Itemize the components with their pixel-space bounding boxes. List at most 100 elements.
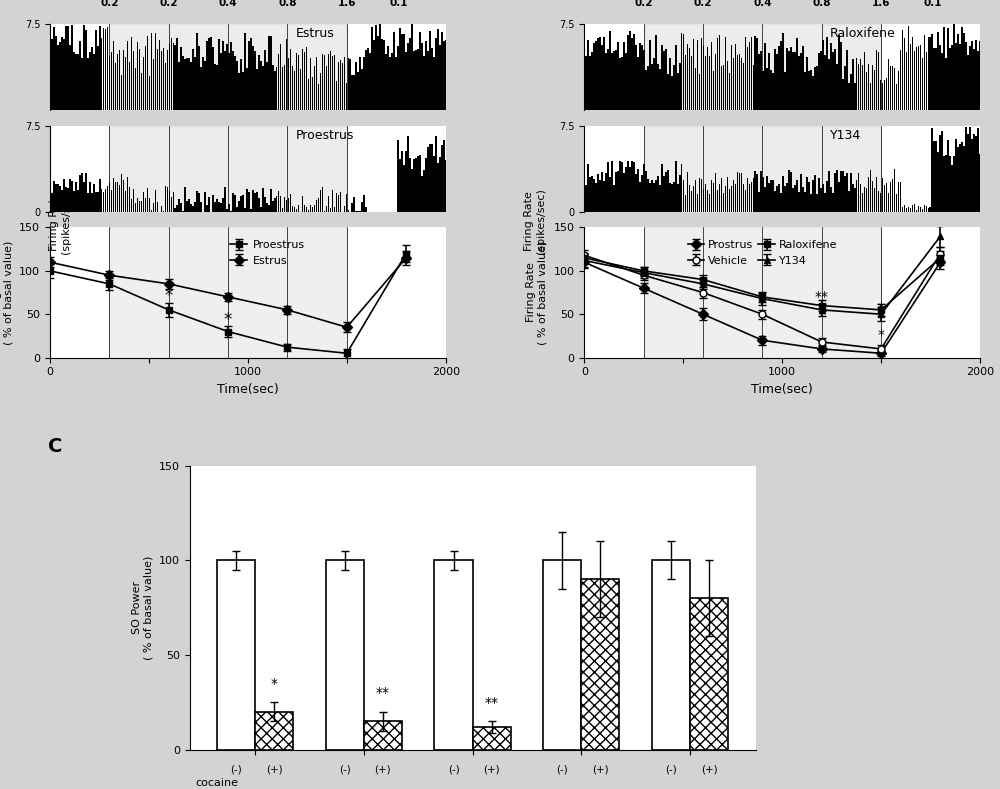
Bar [758, 54, 760, 110]
Bar [975, 136, 977, 212]
Text: *: * [224, 311, 232, 329]
Bar [375, 24, 377, 110]
Bar [290, 194, 291, 212]
Bar [760, 171, 762, 212]
Text: (+): (+) [374, 765, 391, 775]
Bar [234, 195, 236, 212]
Bar [762, 178, 764, 212]
Bar [792, 52, 794, 110]
Bar [401, 151, 403, 212]
Bar [320, 190, 321, 212]
Bar [652, 560, 690, 750]
Bar [121, 174, 122, 212]
Bar [407, 43, 409, 110]
Bar [768, 53, 770, 110]
Bar [332, 56, 333, 110]
Bar [764, 43, 766, 110]
Bar [272, 201, 274, 212]
Bar [300, 69, 301, 110]
Bar [264, 50, 266, 110]
Bar [361, 202, 363, 212]
Bar [232, 51, 234, 110]
Bar [99, 26, 101, 110]
Bar [399, 159, 401, 212]
Bar [820, 189, 822, 212]
Bar [593, 179, 595, 212]
Bar [814, 175, 816, 212]
Bar [623, 173, 625, 212]
Bar [73, 192, 75, 212]
Bar [780, 193, 782, 212]
Bar [190, 62, 192, 110]
Text: **: ** [376, 686, 390, 701]
Bar [338, 196, 339, 212]
Bar [415, 159, 417, 212]
Bar [349, 59, 351, 110]
Bar [342, 211, 343, 212]
Bar [943, 155, 945, 212]
Bar [149, 76, 150, 110]
Bar [119, 50, 120, 110]
Bar [306, 208, 307, 212]
Bar [344, 207, 345, 212]
Bar [820, 51, 822, 110]
Bar [340, 60, 341, 110]
Bar [739, 54, 740, 110]
Bar [957, 148, 959, 212]
Bar [157, 202, 158, 212]
Bar [443, 140, 445, 212]
Bar [278, 191, 279, 212]
Bar [59, 42, 61, 110]
Bar [868, 177, 869, 212]
Bar [888, 193, 889, 212]
Bar [246, 189, 248, 212]
Bar [955, 139, 957, 212]
Bar [65, 26, 67, 110]
Text: 1.6: 1.6 [872, 0, 890, 8]
Bar [57, 184, 59, 212]
Bar [67, 27, 69, 110]
Bar [840, 43, 842, 110]
Bar [304, 52, 305, 110]
Bar [774, 191, 776, 212]
Bar [73, 52, 75, 110]
Bar [103, 28, 104, 110]
Bar [834, 173, 836, 212]
Bar [284, 197, 285, 212]
Bar [840, 171, 842, 212]
Bar [228, 53, 230, 110]
Bar [196, 191, 198, 212]
Text: Proestrus: Proestrus [295, 129, 354, 141]
Bar [683, 180, 684, 212]
Bar [593, 43, 595, 110]
Bar [766, 176, 768, 212]
Bar [625, 166, 627, 212]
Bar [202, 58, 204, 110]
Bar [703, 189, 704, 212]
Bar [194, 202, 196, 212]
Bar [212, 47, 214, 110]
Bar [916, 210, 917, 212]
Bar [655, 36, 657, 110]
Bar [677, 184, 679, 212]
Bar [167, 187, 168, 212]
Bar [609, 31, 611, 110]
Bar [665, 49, 667, 110]
Bar [288, 58, 289, 110]
Bar [250, 209, 252, 212]
Text: Estrus: Estrus [295, 27, 334, 39]
Bar [421, 176, 423, 212]
Bar [933, 48, 935, 110]
Bar [753, 178, 754, 212]
Bar [169, 192, 170, 212]
Bar [316, 200, 317, 212]
Bar [832, 52, 834, 110]
Bar [673, 182, 675, 212]
Bar [971, 139, 973, 212]
Bar [910, 43, 911, 110]
Bar [924, 36, 925, 110]
Bar [433, 58, 435, 110]
Bar [216, 200, 218, 212]
Bar [151, 33, 152, 110]
Bar [641, 175, 643, 212]
